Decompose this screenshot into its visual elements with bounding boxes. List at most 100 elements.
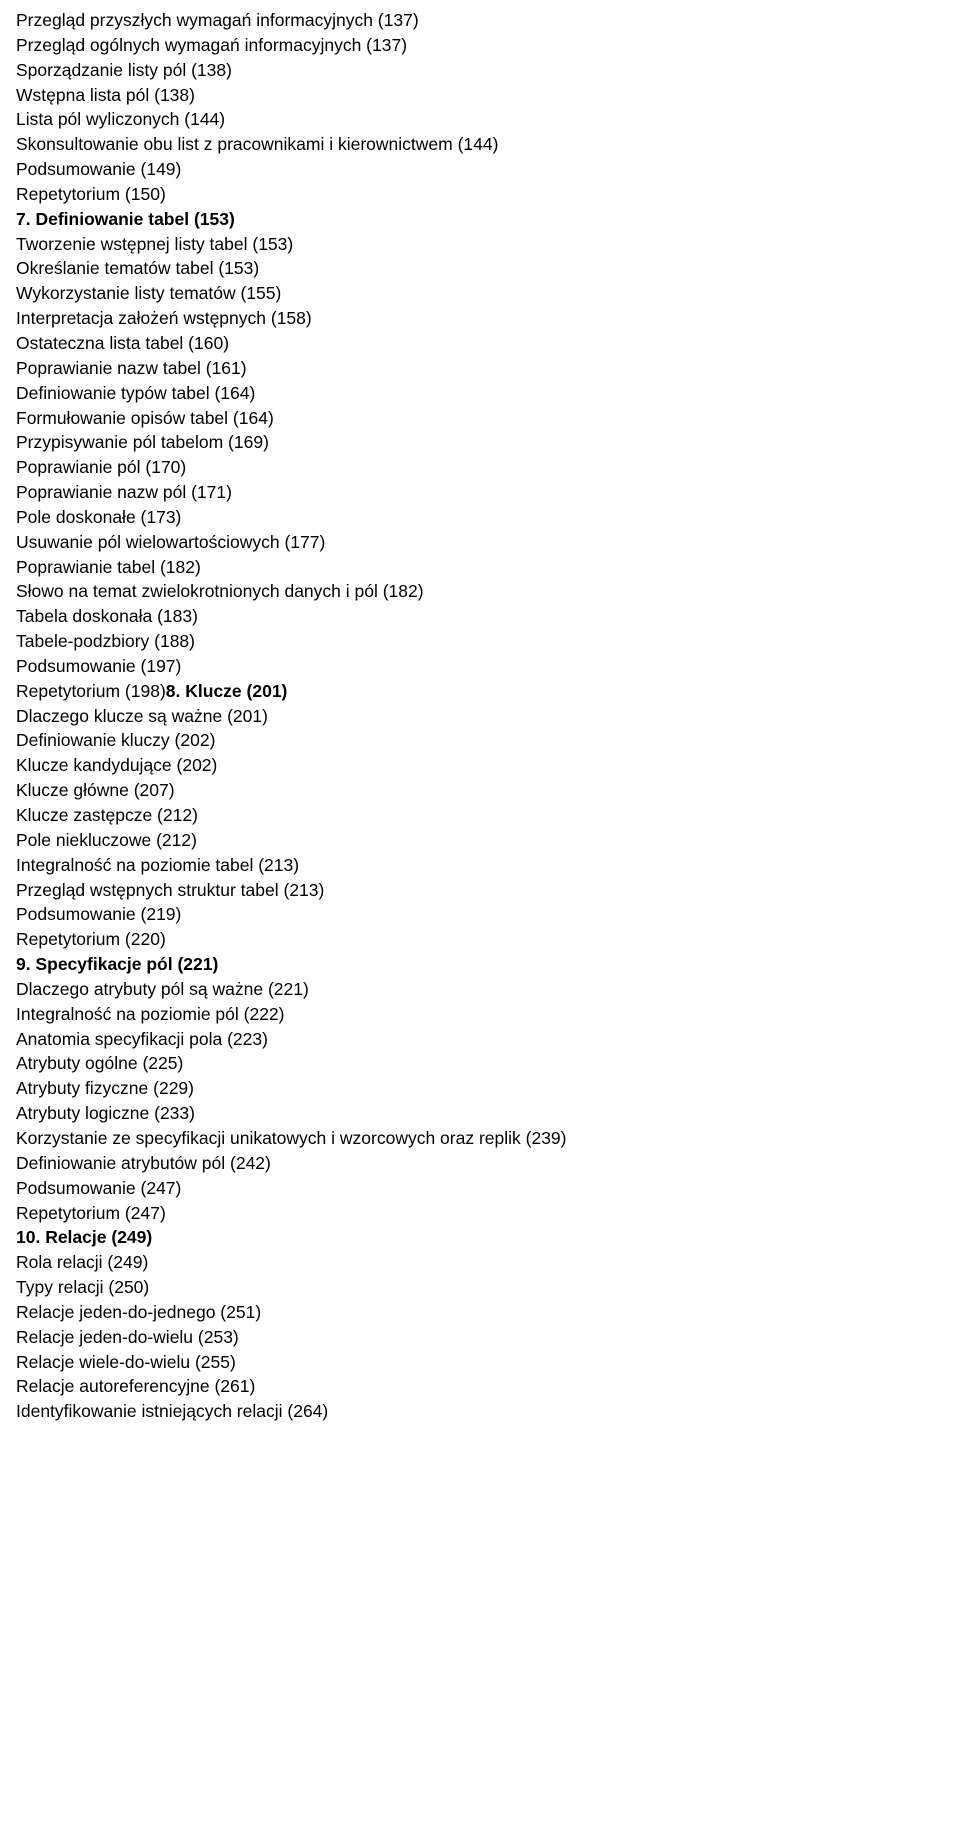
toc-text: Przegląd wstępnych struktur tabel (213) — [16, 880, 324, 900]
toc-line: Przegląd wstępnych struktur tabel (213) — [16, 878, 944, 903]
toc-line: Relacje wiele-do-wielu (255) — [16, 1350, 944, 1375]
toc-text: Sporządzanie listy pól (138) — [16, 60, 232, 80]
toc-text: Usuwanie pól wielowartościowych (177) — [16, 532, 325, 552]
toc-line: Atrybuty logiczne (233) — [16, 1101, 944, 1126]
toc-line: Pole doskonałe (173) — [16, 505, 944, 530]
toc-text: Przegląd ogólnych wymagań informacyjnych… — [16, 35, 407, 55]
toc-line: Pole niekluczowe (212) — [16, 828, 944, 853]
toc-text: Podsumowanie (247) — [16, 1178, 181, 1198]
toc-text: Klucze kandydujące (202) — [16, 755, 217, 775]
toc-text: Poprawianie pól (170) — [16, 457, 186, 477]
toc-text: Repetytorium (150) — [16, 184, 166, 204]
toc-text: Poprawianie nazw tabel (161) — [16, 358, 247, 378]
toc-line: Rola relacji (249) — [16, 1250, 944, 1275]
toc-line: Anatomia specyfikacji pola (223) — [16, 1027, 944, 1052]
toc-text: Wstępna lista pól (138) — [16, 85, 195, 105]
toc-text: Określanie tematów tabel (153) — [16, 258, 259, 278]
toc-line: Definiowanie typów tabel (164) — [16, 381, 944, 406]
toc-line: Definiowanie kluczy (202) — [16, 728, 944, 753]
toc-line: Podsumowanie (197) — [16, 654, 944, 679]
toc-text: Poprawianie nazw pól (171) — [16, 482, 232, 502]
toc-text: Podsumowanie (149) — [16, 159, 181, 179]
toc-text: Wykorzystanie listy tematów (155) — [16, 283, 281, 303]
toc-text: Definiowanie typów tabel (164) — [16, 383, 255, 403]
toc-line: Relacje autoreferencyjne (261) — [16, 1374, 944, 1399]
toc-text: Ostateczna lista tabel (160) — [16, 333, 229, 353]
toc-text: Repetytorium (198) — [16, 681, 166, 701]
toc-line: Lista pól wyliczonych (144) — [16, 107, 944, 132]
toc-text: Identyfikowanie istniejących relacji (26… — [16, 1401, 328, 1421]
toc-text: Definiowanie kluczy (202) — [16, 730, 215, 750]
toc-text: Atrybuty logiczne (233) — [16, 1103, 195, 1123]
toc-text: Relacje wiele-do-wielu (255) — [16, 1352, 236, 1372]
toc-text: Rola relacji (249) — [16, 1252, 148, 1272]
toc-line: Ostateczna lista tabel (160) — [16, 331, 944, 356]
toc-text: Pole doskonałe (173) — [16, 507, 181, 527]
toc-text: Przegląd przyszłych wymagań informacyjny… — [16, 10, 419, 30]
toc-line: Przegląd przyszłych wymagań informacyjny… — [16, 8, 944, 33]
toc-text: Dlaczego atrybuty pól są ważne (221) — [16, 979, 309, 999]
toc-line: Podsumowanie (247) — [16, 1176, 944, 1201]
toc-line: Dlaczego atrybuty pól są ważne (221) — [16, 977, 944, 1002]
toc-line: Wstępna lista pól (138) — [16, 83, 944, 108]
toc-text: Atrybuty fizyczne (229) — [16, 1078, 194, 1098]
toc-line: Wykorzystanie listy tematów (155) — [16, 281, 944, 306]
toc-heading: 7. Definiowanie tabel (153) — [16, 209, 235, 229]
toc-text: Korzystanie ze specyfikacji unikatowych … — [16, 1128, 567, 1148]
toc-line: Typy relacji (250) — [16, 1275, 944, 1300]
toc-line: Tworzenie wstępnej listy tabel (153) — [16, 232, 944, 257]
toc-text: Integralność na poziomie tabel (213) — [16, 855, 299, 875]
toc-line: Korzystanie ze specyfikacji unikatowych … — [16, 1126, 944, 1151]
toc-text: Repetytorium (247) — [16, 1203, 166, 1223]
toc-line: Przypisywanie pól tabelom (169) — [16, 430, 944, 455]
toc-text: Tabela doskonała (183) — [16, 606, 198, 626]
toc-line: Skonsultowanie obu list z pracownikami i… — [16, 132, 944, 157]
toc-text: Poprawianie tabel (182) — [16, 557, 201, 577]
toc-text: Interpretacja założeń wstępnych (158) — [16, 308, 312, 328]
toc-line: Integralność na poziomie pól (222) — [16, 1002, 944, 1027]
toc-line: Repetytorium (198)8. Klucze (201) — [16, 679, 944, 704]
toc-line: Repetytorium (247) — [16, 1201, 944, 1226]
toc-line: Relacje jeden-do-wielu (253) — [16, 1325, 944, 1350]
toc-line: Klucze kandydujące (202) — [16, 753, 944, 778]
toc-text: Formułowanie opisów tabel (164) — [16, 408, 274, 428]
toc-line: Sporządzanie listy pól (138) — [16, 58, 944, 83]
toc-line: Formułowanie opisów tabel (164) — [16, 406, 944, 431]
toc-line: Repetytorium (220) — [16, 927, 944, 952]
toc-line: Identyfikowanie istniejących relacji (26… — [16, 1399, 944, 1424]
toc-text: Podsumowanie (219) — [16, 904, 181, 924]
toc-line: 10. Relacje (249) — [16, 1225, 944, 1250]
toc-text: Skonsultowanie obu list z pracownikami i… — [16, 134, 498, 154]
toc-text: Klucze zastępcze (212) — [16, 805, 198, 825]
toc-line: Tabela doskonała (183) — [16, 604, 944, 629]
toc-text: Relacje jeden-do-wielu (253) — [16, 1327, 239, 1347]
toc-heading: 9. Specyfikacje pól (221) — [16, 954, 218, 974]
toc-line: 9. Specyfikacje pól (221) — [16, 952, 944, 977]
toc-line: Usuwanie pól wielowartościowych (177) — [16, 530, 944, 555]
toc-line: Integralność na poziomie tabel (213) — [16, 853, 944, 878]
toc-text: Atrybuty ogólne (225) — [16, 1053, 183, 1073]
toc-line: Poprawianie tabel (182) — [16, 555, 944, 580]
toc-line: Tabele-podzbiory (188) — [16, 629, 944, 654]
toc-text: Relacje jeden-do-jednego (251) — [16, 1302, 261, 1322]
toc-line: Słowo na temat zwielokrotnionych danych … — [16, 579, 944, 604]
toc-line: Podsumowanie (149) — [16, 157, 944, 182]
toc-text: Klucze główne (207) — [16, 780, 175, 800]
toc-line: Atrybuty fizyczne (229) — [16, 1076, 944, 1101]
toc-line: Klucze główne (207) — [16, 778, 944, 803]
toc-line: Interpretacja założeń wstępnych (158) — [16, 306, 944, 331]
toc-line: Definiowanie atrybutów pól (242) — [16, 1151, 944, 1176]
toc-text: Pole niekluczowe (212) — [16, 830, 197, 850]
toc-line: Przegląd ogólnych wymagań informacyjnych… — [16, 33, 944, 58]
toc-heading: 8. Klucze (201) — [166, 681, 288, 701]
toc-text: Repetytorium (220) — [16, 929, 166, 949]
toc-line: Podsumowanie (219) — [16, 902, 944, 927]
toc-line: Relacje jeden-do-jednego (251) — [16, 1300, 944, 1325]
toc-line: Poprawianie nazw tabel (161) — [16, 356, 944, 381]
toc-text: Relacje autoreferencyjne (261) — [16, 1376, 255, 1396]
toc-line: Poprawianie nazw pól (171) — [16, 480, 944, 505]
toc-line: Repetytorium (150) — [16, 182, 944, 207]
toc-text: Dlaczego klucze są ważne (201) — [16, 706, 268, 726]
toc-text: Typy relacji (250) — [16, 1277, 149, 1297]
toc-text: Anatomia specyfikacji pola (223) — [16, 1029, 268, 1049]
